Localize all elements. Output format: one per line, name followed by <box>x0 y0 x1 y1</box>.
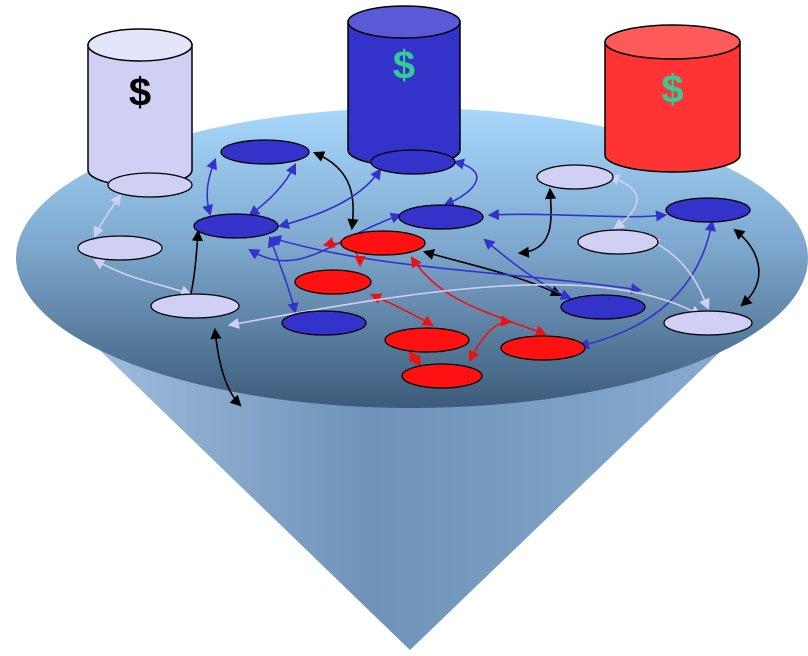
node <box>398 204 484 230</box>
node <box>150 293 240 319</box>
arrow <box>408 350 422 367</box>
node <box>577 229 659 255</box>
node <box>107 172 193 198</box>
arrow <box>248 212 403 262</box>
arrows <box>93 151 760 407</box>
arrow <box>647 238 710 311</box>
cylinder-top <box>347 5 461 39</box>
cylinder-top <box>87 28 193 62</box>
arrow <box>607 174 638 230</box>
nodes <box>77 139 753 389</box>
cylinder-body <box>87 44 193 187</box>
node <box>193 213 279 239</box>
cylinder-top <box>604 24 741 60</box>
node <box>401 363 483 389</box>
node <box>294 269 372 295</box>
node <box>370 149 456 175</box>
node <box>77 235 163 261</box>
arrow <box>442 158 478 207</box>
node <box>220 139 310 165</box>
node <box>384 327 470 353</box>
cylinders: $ $ $ <box>87 5 741 187</box>
cylinder-label: $ <box>393 44 415 88</box>
node <box>663 310 753 336</box>
arrow <box>202 157 217 217</box>
node <box>665 197 751 223</box>
arrow <box>210 327 242 407</box>
cylinder-body <box>604 41 741 173</box>
node <box>536 164 614 190</box>
cylinder-label: $ <box>661 68 683 112</box>
node <box>500 335 586 361</box>
node <box>560 294 646 320</box>
arrow <box>733 228 760 307</box>
arrow <box>93 258 193 297</box>
cylinder-label: $ <box>129 71 151 115</box>
node <box>340 230 426 256</box>
arrow <box>487 209 668 222</box>
arrow <box>93 194 122 239</box>
node <box>281 310 367 336</box>
arrow <box>227 283 702 329</box>
